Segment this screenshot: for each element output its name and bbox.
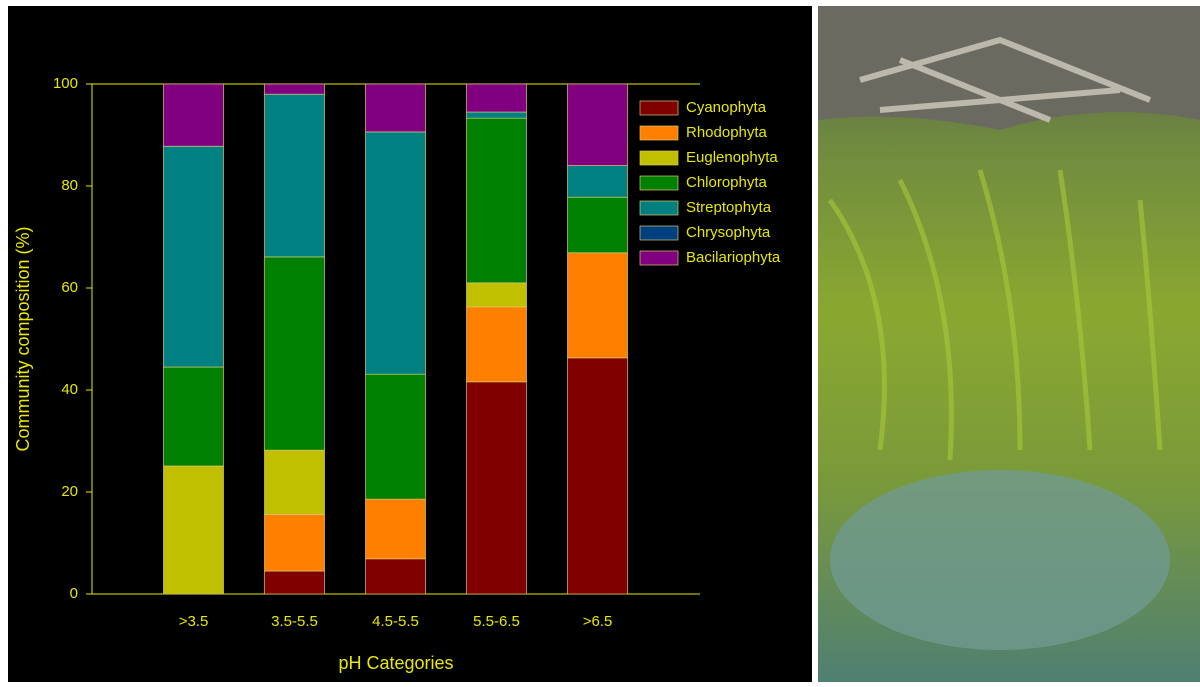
x-tick-label: >3.5 bbox=[179, 613, 209, 630]
bar-segment bbox=[265, 571, 325, 594]
bar-segment bbox=[164, 84, 224, 146]
x-tick-label: 3.5-5.5 bbox=[271, 613, 318, 630]
photo bbox=[818, 6, 1200, 682]
bar-segment bbox=[366, 374, 426, 499]
bar-segment bbox=[366, 499, 426, 559]
bar-segment bbox=[467, 283, 527, 307]
legend-label: Euglenophyta bbox=[686, 149, 778, 166]
chart: pH Categories Community composition (%) … bbox=[0, 0, 1200, 682]
legend-swatch bbox=[640, 101, 678, 115]
bar-segment bbox=[568, 197, 628, 253]
legend-swatch bbox=[640, 226, 678, 240]
bar-segment bbox=[265, 94, 325, 257]
bar-segment bbox=[568, 166, 628, 198]
legend-label: Streptophyta bbox=[686, 199, 772, 216]
bar-segment bbox=[366, 559, 426, 594]
bar-segment bbox=[265, 257, 325, 450]
bar-segment bbox=[164, 466, 224, 594]
bar-segment bbox=[467, 84, 527, 112]
bar-segment bbox=[568, 358, 628, 594]
legend-label: Rhodophyta bbox=[686, 124, 768, 141]
y-tick-label: 20 bbox=[61, 483, 78, 500]
legend-label: Chlorophyta bbox=[686, 174, 768, 191]
legend-label: Chrysophyta bbox=[686, 224, 771, 241]
bar-segment bbox=[265, 450, 325, 514]
y-tick-label: 0 bbox=[70, 585, 78, 602]
bar-segment bbox=[568, 84, 628, 166]
x-tick-label: >6.5 bbox=[583, 613, 613, 630]
bar-segment bbox=[265, 84, 325, 94]
legend-swatch bbox=[640, 126, 678, 140]
x-axis-label: pH Categories bbox=[338, 653, 453, 673]
bar-segment bbox=[366, 84, 426, 132]
legend-label: Cyanophyta bbox=[686, 99, 767, 116]
legend-label: Bacilariophyta bbox=[686, 249, 781, 266]
bar-segment bbox=[265, 514, 325, 571]
bar-segment bbox=[467, 112, 527, 118]
photo-debris bbox=[818, 6, 1200, 130]
photo-water bbox=[830, 470, 1170, 650]
y-tick-label: 60 bbox=[61, 279, 78, 296]
bar-segment bbox=[164, 146, 224, 367]
y-tick-label: 100 bbox=[53, 75, 78, 92]
legend-swatch bbox=[640, 251, 678, 265]
legend-swatch bbox=[640, 176, 678, 190]
y-tick-label: 40 bbox=[61, 381, 78, 398]
legend-swatch bbox=[640, 151, 678, 165]
bar-segment bbox=[366, 132, 426, 374]
bar-segment bbox=[164, 367, 224, 466]
y-tick-label: 80 bbox=[61, 177, 78, 194]
x-tick-label: 4.5-5.5 bbox=[372, 613, 419, 630]
x-tick-label: 5.5-6.5 bbox=[473, 613, 520, 630]
bar-segment bbox=[467, 382, 527, 594]
bar-segment bbox=[467, 307, 527, 382]
legend-swatch bbox=[640, 201, 678, 215]
y-axis-label: Community composition (%) bbox=[13, 226, 33, 451]
bar-segment bbox=[467, 118, 527, 283]
bar-segment bbox=[568, 253, 628, 358]
